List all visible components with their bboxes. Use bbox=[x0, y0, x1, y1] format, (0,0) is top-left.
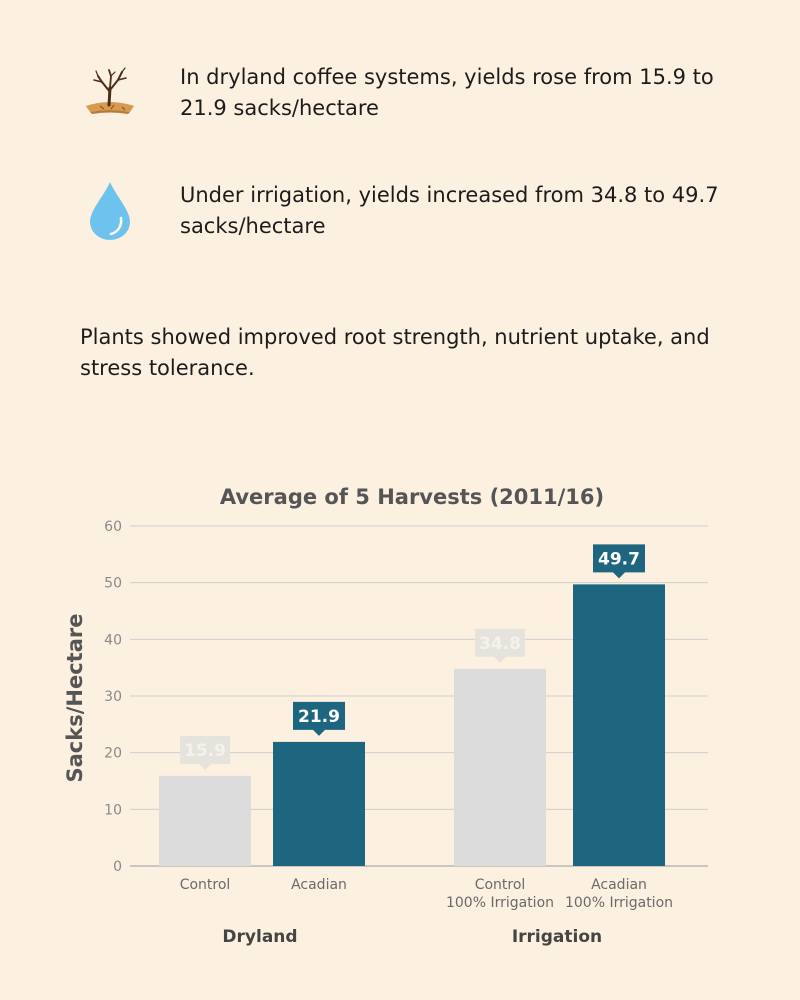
data-label-box bbox=[475, 628, 525, 663]
x-tick-label: Acadian bbox=[291, 877, 347, 893]
y-tick-label: 50 bbox=[104, 576, 122, 592]
summary-text: Plants showed improved root strength, nu… bbox=[80, 325, 710, 380]
chart-title: Average of 5 Harvests (2011/16) bbox=[220, 485, 604, 509]
bar-irrigation-control bbox=[454, 668, 546, 866]
fact-text: Under irrigation, yields increased from … bbox=[180, 183, 719, 238]
data-label: 34.8 bbox=[479, 634, 521, 654]
dry-tree-icon bbox=[86, 67, 134, 114]
data-label-box bbox=[293, 701, 345, 736]
bar-dryland-acadian bbox=[273, 741, 365, 866]
y-tick-label: 10 bbox=[104, 802, 122, 818]
data-label: 15.9 bbox=[184, 741, 226, 761]
fact-dryland: In dryland coffee systems, yields rose f… bbox=[80, 62, 720, 124]
water-drop-icon bbox=[90, 182, 130, 240]
fact-text: In dryland coffee systems, yields rose f… bbox=[180, 65, 714, 120]
x-tick-label: Acadian bbox=[591, 877, 647, 893]
x-tick-label: Control bbox=[475, 877, 526, 893]
x-tick-label: Control bbox=[180, 877, 231, 893]
y-tick-label: 20 bbox=[104, 746, 122, 762]
data-label-box bbox=[180, 735, 230, 770]
data-label: 21.9 bbox=[298, 707, 340, 727]
y-tick-label: 0 bbox=[113, 859, 122, 875]
data-label-box bbox=[593, 544, 645, 579]
yield-bar-chart: Average of 5 Harvests (2011/16) Sacks/He… bbox=[63, 485, 708, 947]
y-tick-label: 40 bbox=[104, 632, 122, 648]
group-label: Dryland bbox=[222, 927, 297, 947]
y-axis-label: Sacks/Hectare bbox=[63, 614, 87, 783]
data-label: 49.7 bbox=[598, 549, 640, 569]
y-tick-label: 30 bbox=[104, 689, 122, 705]
x-tick-label: 100% Irrigation bbox=[565, 895, 673, 911]
bar-irrigation-acadian bbox=[573, 584, 665, 866]
fact-irrigation: Under irrigation, yields increased from … bbox=[80, 180, 720, 242]
bar-dryland-control bbox=[159, 775, 251, 866]
group-label: Irrigation bbox=[512, 927, 602, 947]
y-tick-label: 60 bbox=[104, 519, 122, 535]
x-tick-label: 100% Irrigation bbox=[446, 895, 554, 911]
